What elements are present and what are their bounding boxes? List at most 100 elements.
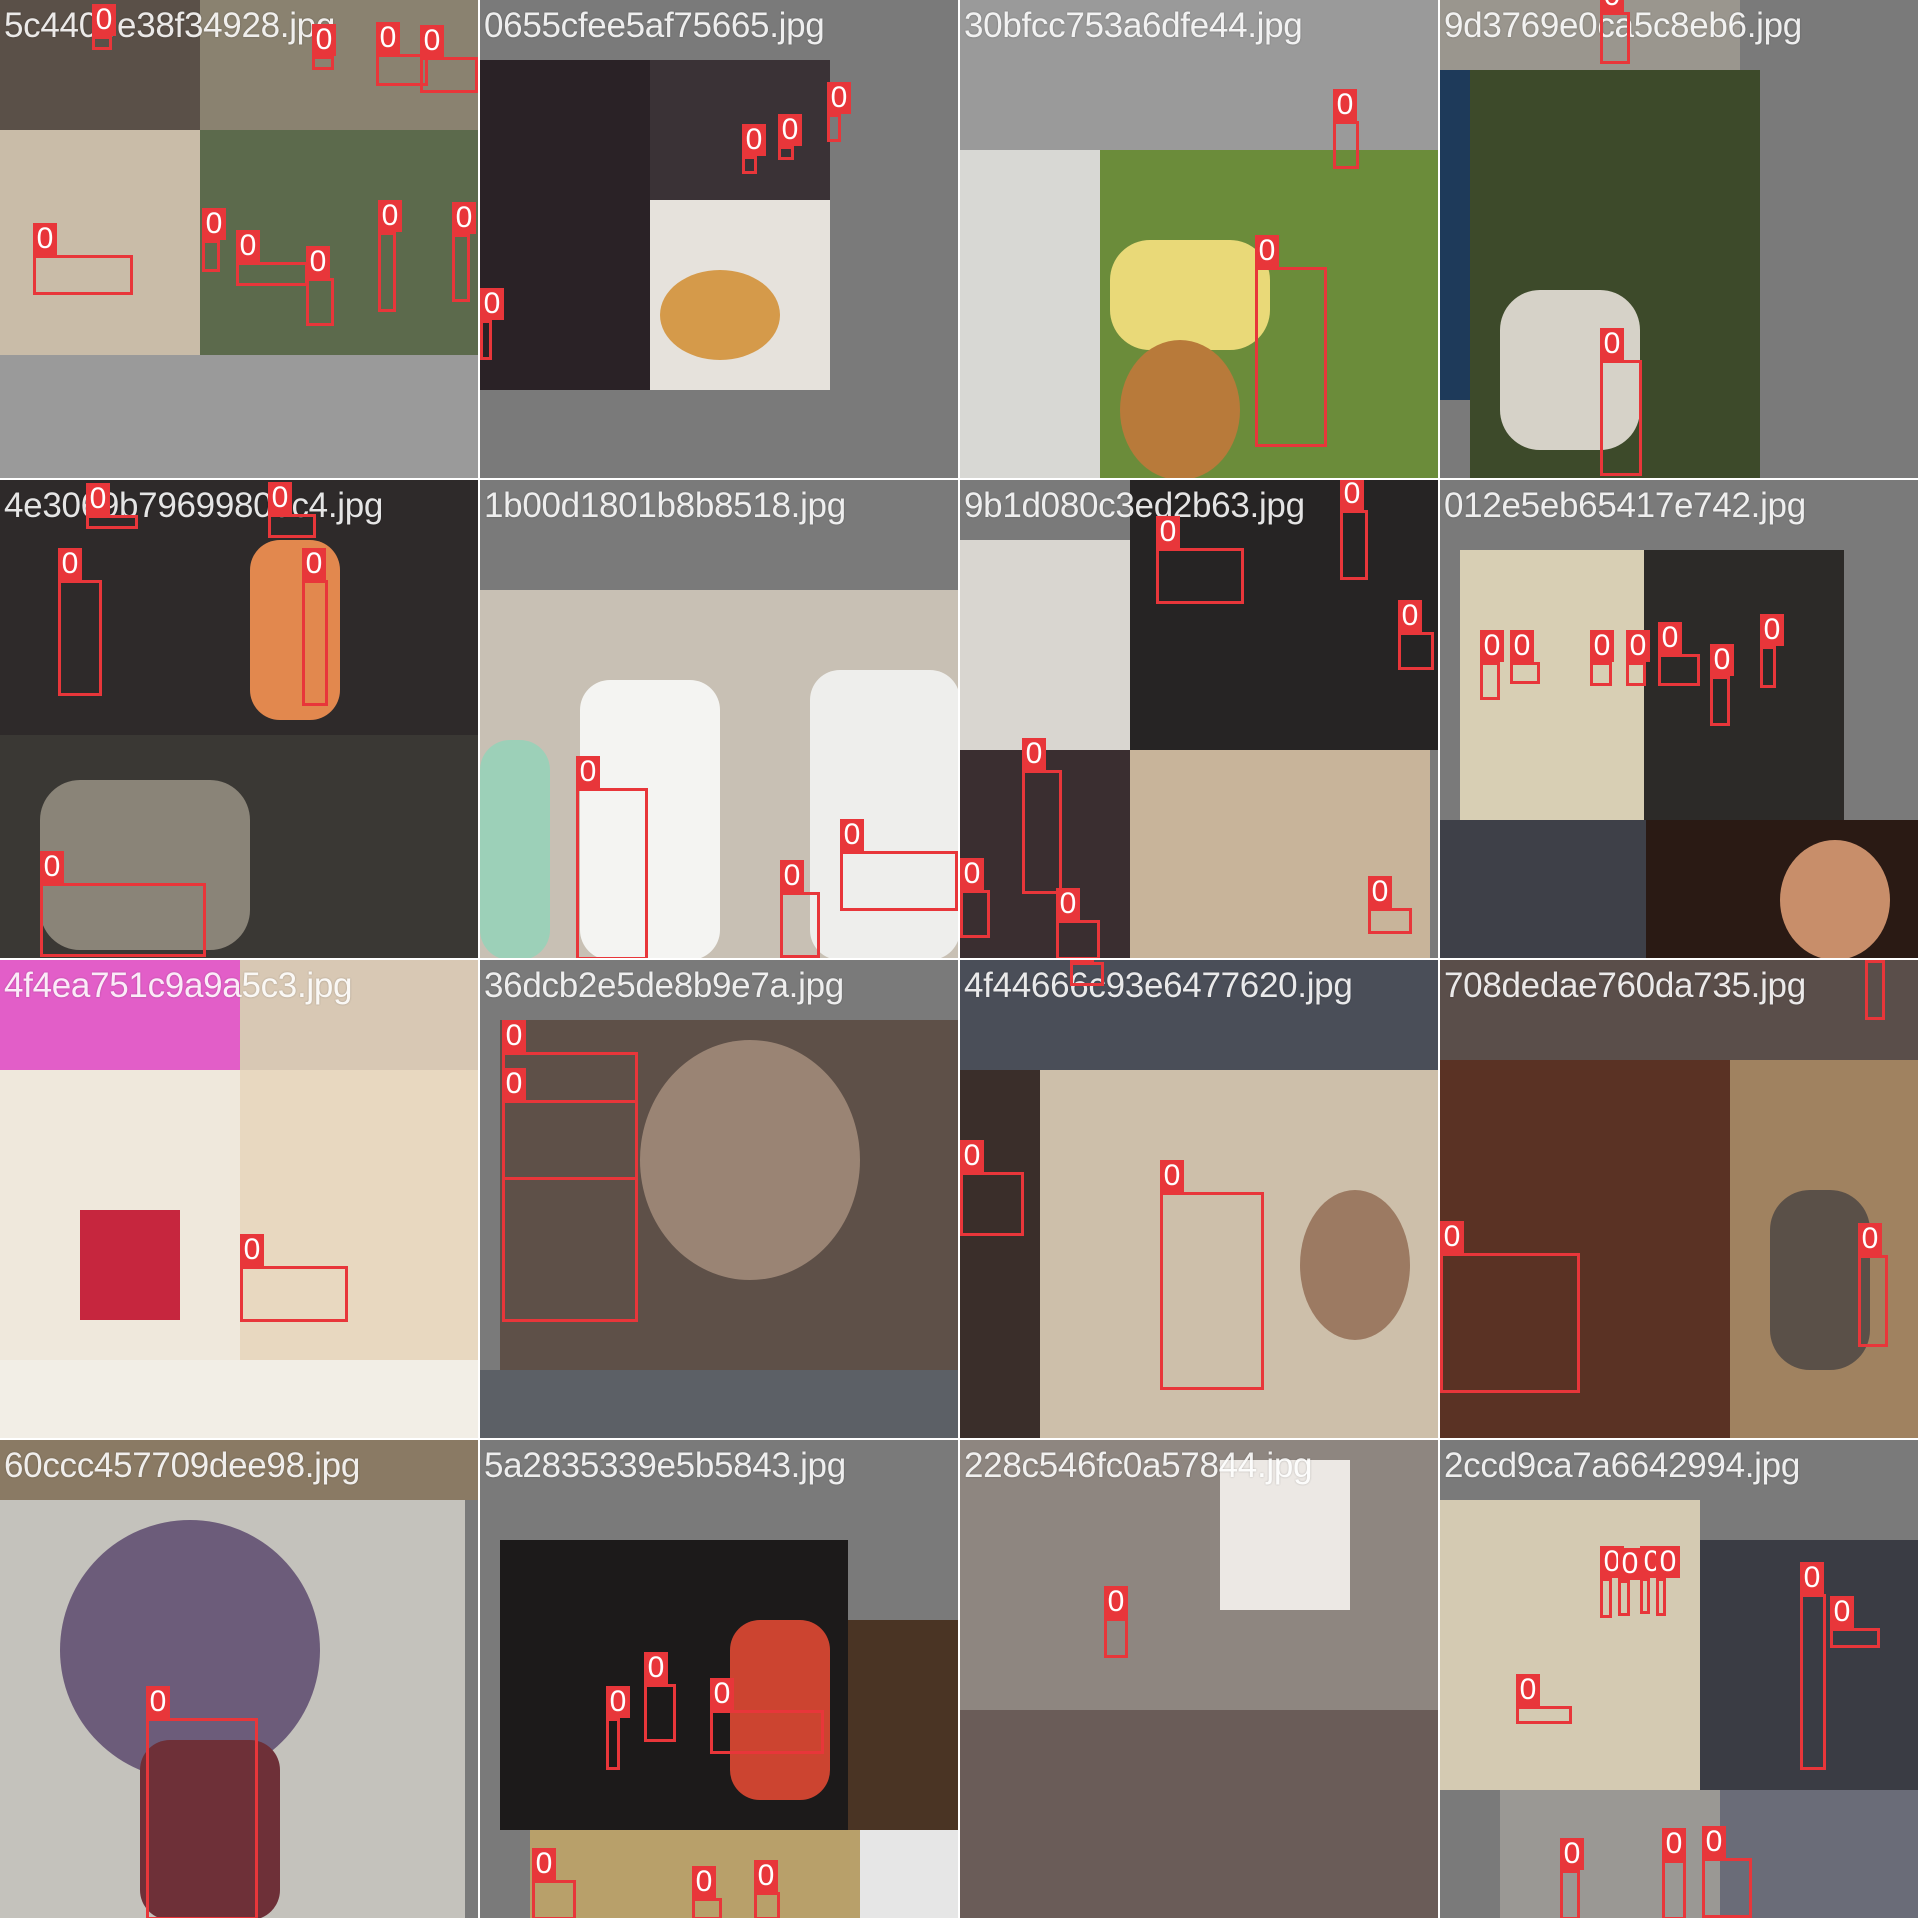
box-label: 0	[780, 860, 804, 892]
box-label: 0	[1560, 1838, 1584, 1870]
mosaic-tile: 5a2835339e5b5843.jpg 0 0 0 0 0 0	[480, 1440, 960, 1920]
mosaic-tile: 4f44666c93e6477620.jpg 0 0 0	[960, 960, 1440, 1440]
detection-box: 0	[92, 4, 116, 50]
tile-filename: 5a2835339e5b5843.jpg	[484, 1446, 846, 1485]
photo-region	[0, 130, 200, 355]
box-label: 0	[606, 1686, 630, 1718]
box-label: 0	[532, 1848, 556, 1880]
detection-box: 0	[780, 860, 820, 958]
mosaic-tile: 5c4408e38f34928.jpg 0 0 0 0 0 0 0 0 0 0	[0, 0, 480, 480]
box-label: 0	[452, 202, 476, 234]
photo-region	[810, 670, 958, 958]
photo-region	[0, 1440, 478, 1500]
box-label: 0	[306, 246, 330, 278]
tile-filename: 4f4ea751c9a9a5c3.jpg	[4, 966, 353, 1005]
photo-region	[640, 1040, 860, 1280]
detection-box: 0	[202, 208, 226, 272]
detection-box: 0	[1702, 1826, 1752, 1918]
detection-box: 0	[1056, 888, 1100, 958]
photo-region	[0, 480, 478, 735]
mosaic-tile: 4e3069b79699800c4.jpg 0 0 0 0 0	[0, 480, 480, 960]
mosaic-tile: 2ccd9ca7a6642994.jpg 0 0 0 0 0 0 0 0 0 0	[1440, 1440, 1920, 1920]
box-label: 0	[302, 548, 326, 580]
box-label: 0	[840, 819, 864, 851]
detection-box: 0	[1658, 622, 1700, 686]
box-label: 0	[502, 1020, 526, 1052]
tile-filename: 9b1d080c3ed2b63.jpg	[964, 486, 1305, 525]
box-label: 0	[268, 482, 292, 514]
box-label: 0	[1600, 328, 1624, 360]
box-label: 0	[86, 483, 110, 515]
detection-box: 0	[86, 483, 138, 529]
detection-box: 0	[312, 24, 336, 70]
detection-box: 0	[1560, 1838, 1584, 1918]
tile-filename: 012e5eb65417e742.jpg	[1444, 486, 1806, 525]
box-label: 0	[92, 4, 116, 36]
detection-box: 0	[268, 482, 316, 538]
detection-box: 0	[1590, 630, 1614, 686]
box-label: 0	[960, 858, 984, 890]
photo-region	[1440, 0, 1740, 70]
box-label: 0	[1333, 89, 1357, 121]
box-label: 0	[1368, 876, 1392, 908]
box-label: 0	[40, 851, 64, 883]
box-label: 0	[1600, 0, 1624, 12]
detection-box: 0	[1600, 0, 1630, 64]
detection-box: 0	[1160, 1160, 1264, 1390]
photo-region	[1130, 480, 1438, 750]
box-label: 0	[1618, 1548, 1642, 1580]
photo-region	[1460, 550, 1644, 820]
tile-filename: 0655cfee5af75665.jpg	[484, 6, 825, 45]
box-label: 0	[1056, 888, 1080, 920]
mosaic-tile: 36dcb2e5de8b9e7a.jpg 0 0	[480, 960, 960, 1440]
photo-region	[1220, 1460, 1350, 1610]
tile-filename: 30bfcc753a6dfe44.jpg	[964, 6, 1303, 45]
photo-region	[80, 1210, 180, 1320]
box-label: 0	[827, 82, 851, 114]
box-label: 0	[1160, 1160, 1184, 1192]
detection-box: 0	[1480, 630, 1504, 700]
detection-box: 0	[827, 82, 851, 142]
photo-region	[240, 960, 478, 1070]
mosaic-tile: 228c546fc0a57844.jpg 0	[960, 1440, 1440, 1920]
box-label: 0	[692, 1866, 716, 1898]
box-label: 0	[33, 223, 57, 255]
photo-region	[660, 270, 780, 360]
tile-filename: 5c4408e38f34928.jpg	[4, 6, 336, 45]
tile-filename: 708dedae760da735.jpg	[1444, 966, 1806, 1005]
box-label: 0	[236, 230, 260, 262]
box-label: 0	[1440, 1221, 1464, 1253]
photo-region	[1130, 750, 1430, 958]
tile-filename: 2ccd9ca7a6642994.jpg	[1444, 1446, 1800, 1485]
detection-box: 0	[960, 858, 990, 938]
photo-region	[1760, 70, 1918, 478]
photo-region	[0, 960, 240, 1070]
box-label: 0	[576, 756, 600, 788]
detection-box: 0	[576, 756, 648, 958]
photo-region	[0, 1360, 478, 1438]
detection-box: 0	[502, 1068, 638, 1322]
detection-box: 0	[960, 1140, 1024, 1236]
detection-box: 0	[1340, 480, 1368, 580]
detection-box: 0	[1368, 876, 1412, 934]
box-label: 0	[1398, 600, 1422, 632]
detection-box: 0	[742, 124, 766, 174]
photo-region	[480, 60, 650, 390]
photo-region	[1120, 340, 1240, 478]
box-label: 0	[1104, 1586, 1128, 1618]
detection-box: 0	[1710, 644, 1734, 726]
photo-region	[830, 0, 958, 478]
detection-box: 0	[452, 202, 476, 302]
detection-box: 0	[1760, 614, 1784, 688]
box-label: 0	[1656, 1546, 1680, 1578]
detection-box: 0	[420, 25, 478, 93]
box-label: 0	[742, 124, 766, 156]
detection-box: 0	[1618, 1548, 1642, 1616]
detection-box: 0	[606, 1686, 630, 1770]
photo-region	[1440, 960, 1918, 1060]
photo-region	[1440, 1060, 1730, 1438]
detection-box: 0	[1656, 1546, 1680, 1616]
detection-box: 0	[58, 548, 102, 696]
box-label: 0	[378, 200, 402, 232]
detection-box: 0	[302, 548, 328, 706]
